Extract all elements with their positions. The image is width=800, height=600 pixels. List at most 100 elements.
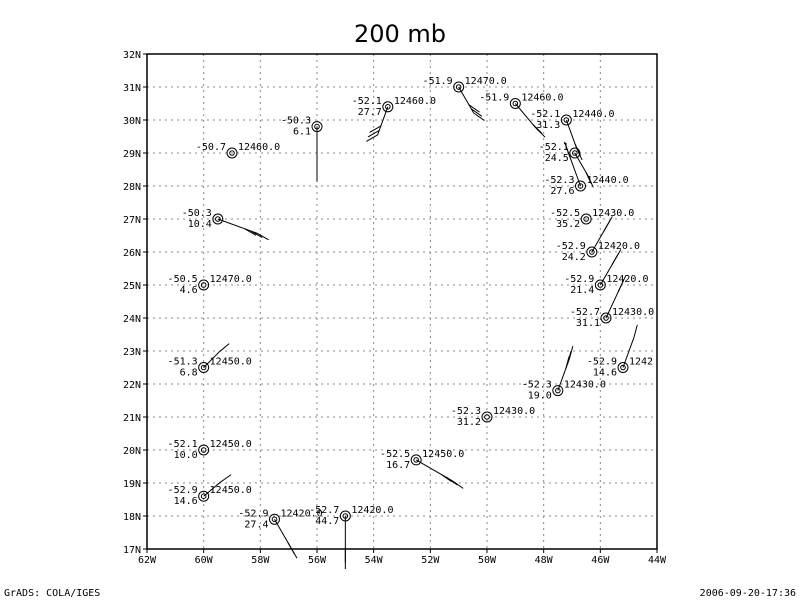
station-height: 12460.0 xyxy=(394,96,436,107)
station-circle-inner xyxy=(603,315,609,321)
station-height: 12460.0 xyxy=(238,142,280,153)
station-marker: -52.9 12420.0 27.4 xyxy=(238,508,323,559)
station-temperature: -52.7 xyxy=(570,307,600,318)
wind-barb-staff xyxy=(415,459,453,482)
station-circle-outer xyxy=(453,81,465,93)
station-marker: -50.36.1 xyxy=(281,116,323,182)
station-temperature: -52.1 xyxy=(168,439,198,450)
station-marker: -52.5 12430.0 35.2 xyxy=(550,208,634,230)
station-dewpoint-depression: 24.5 xyxy=(545,153,569,164)
wind-barb-staff xyxy=(217,218,258,234)
station-temperature: -52.9 xyxy=(168,485,198,496)
footer-timestamp: 2006-09-20-17:36 xyxy=(700,588,796,599)
station-height: 12430.0 xyxy=(612,307,654,318)
tick-label-lon: 62W xyxy=(138,555,157,566)
station-dewpoint-depression: 6.8 xyxy=(180,368,198,379)
station-dewpoint-depression: 44.7 xyxy=(315,516,339,527)
station-circle-outer xyxy=(580,213,592,225)
station-circle-inner xyxy=(200,282,207,288)
tick-label-lat: 28N xyxy=(123,182,141,193)
tick-label-lon: 48W xyxy=(535,555,554,566)
wind-barb-feather xyxy=(603,220,611,232)
wind-barb-feather xyxy=(532,123,543,134)
station-circle-inner xyxy=(229,150,235,156)
tick-label-lat: 32N xyxy=(123,50,141,61)
station-temperature: -51.9 xyxy=(423,76,453,87)
tick-label-lon: 56W xyxy=(308,555,327,566)
station-dewpoint-depression: 31.1 xyxy=(576,318,600,329)
station-height: 12440.0 xyxy=(572,109,614,120)
station-circle-inner xyxy=(215,216,221,222)
station-marker: -52.5 12450.0 16.7 xyxy=(380,449,464,489)
station-dewpoint-depression: 10.4 xyxy=(188,219,212,230)
tick-label-lat: 17N xyxy=(123,545,141,556)
tick-label-lon: 60W xyxy=(195,555,214,566)
station-marker: -52.9 12450.0 14.6 xyxy=(168,474,252,507)
station-marker: -52.3 12430.0 19.0 xyxy=(522,345,606,402)
station-height: 12450.0 xyxy=(210,439,252,450)
station-marker: -52.3 12430.0 31.2 xyxy=(451,406,535,428)
tick-label-lon: 50W xyxy=(478,555,497,566)
station-dewpoint-depression: 6.1 xyxy=(293,127,311,138)
wind-barb-feather xyxy=(565,146,572,160)
tick-label-lat: 18N xyxy=(123,512,141,523)
station-height: 12430.0 xyxy=(592,208,634,219)
station-dewpoint-depression: 27.7 xyxy=(358,107,382,118)
tick-label-lat: 23N xyxy=(123,347,141,358)
station-circle-outer xyxy=(569,147,581,159)
wind-barb-feather xyxy=(220,474,232,483)
station-dewpoint-depression: 14.6 xyxy=(174,496,198,507)
station-height: 12440.0 xyxy=(587,175,629,186)
station-temperature: -52.3 xyxy=(522,380,552,391)
station-temperature: -52.3 xyxy=(451,406,481,417)
station-temperature: -52.1 xyxy=(530,109,560,120)
station-dewpoint-depression: 10.0 xyxy=(174,450,198,461)
station-dewpoint-depression: 27.6 xyxy=(550,186,574,197)
wind-barb-feather xyxy=(611,253,620,265)
station-height: 12470.0 xyxy=(210,274,252,285)
wind-barb-feather xyxy=(367,130,380,138)
wind-barb-feather xyxy=(452,480,464,489)
station-height: 12420.0 xyxy=(606,274,648,285)
station-height: 12450.0 xyxy=(422,449,464,460)
station-circle-outer xyxy=(198,490,210,502)
wind-barb-feather xyxy=(218,343,230,353)
tick-label-lat: 20N xyxy=(123,446,141,457)
tick-label-lat: 29N xyxy=(123,149,141,160)
station-height: 12420.0 xyxy=(598,241,640,252)
station-dewpoint-depression: 31.2 xyxy=(457,417,481,428)
station-circle-inner xyxy=(572,150,578,156)
wind-barb-staff xyxy=(565,119,578,149)
wind-barb-feather xyxy=(617,280,625,293)
station-circle-outer xyxy=(269,513,280,525)
station-circle-inner xyxy=(583,216,589,222)
wind-barb-staff xyxy=(574,152,589,176)
station-dewpoint-depression: 14.6 xyxy=(593,368,617,379)
tick-label-lat: 22N xyxy=(123,380,141,391)
wind-barb-staff xyxy=(377,106,389,136)
station-circle-outer xyxy=(198,279,210,291)
station-dewpoint-depression: 16.7 xyxy=(386,460,410,471)
station-height: 12430.0 xyxy=(493,406,535,417)
wind-barb-feather xyxy=(440,473,452,483)
wind-barb-staff xyxy=(274,519,291,548)
station-temperature: -50.5 xyxy=(168,274,198,285)
wind-barb-feather xyxy=(250,230,263,238)
plot-title: 200 mb xyxy=(354,20,446,48)
wind-barb-feather xyxy=(470,108,483,117)
station-temperature: -50.3 xyxy=(182,208,212,219)
station-temperature: -52.9 xyxy=(587,357,617,368)
station-temperature: -51.3 xyxy=(168,357,198,368)
station-circle-inner xyxy=(563,117,570,123)
station-circle-inner xyxy=(385,104,391,110)
tick-label-lat: 21N xyxy=(123,413,141,424)
wind-barb-staff xyxy=(203,481,221,497)
tick-label-lat: 31N xyxy=(123,83,141,94)
station-temperature: -52.5 xyxy=(380,449,410,460)
station-circle-outer xyxy=(481,411,493,423)
station-marker: -50.7 12460.0 xyxy=(196,142,280,159)
grid-lines xyxy=(147,54,657,549)
station-temperature: -52.1 xyxy=(539,142,569,153)
wind-barb-staff xyxy=(622,337,635,368)
